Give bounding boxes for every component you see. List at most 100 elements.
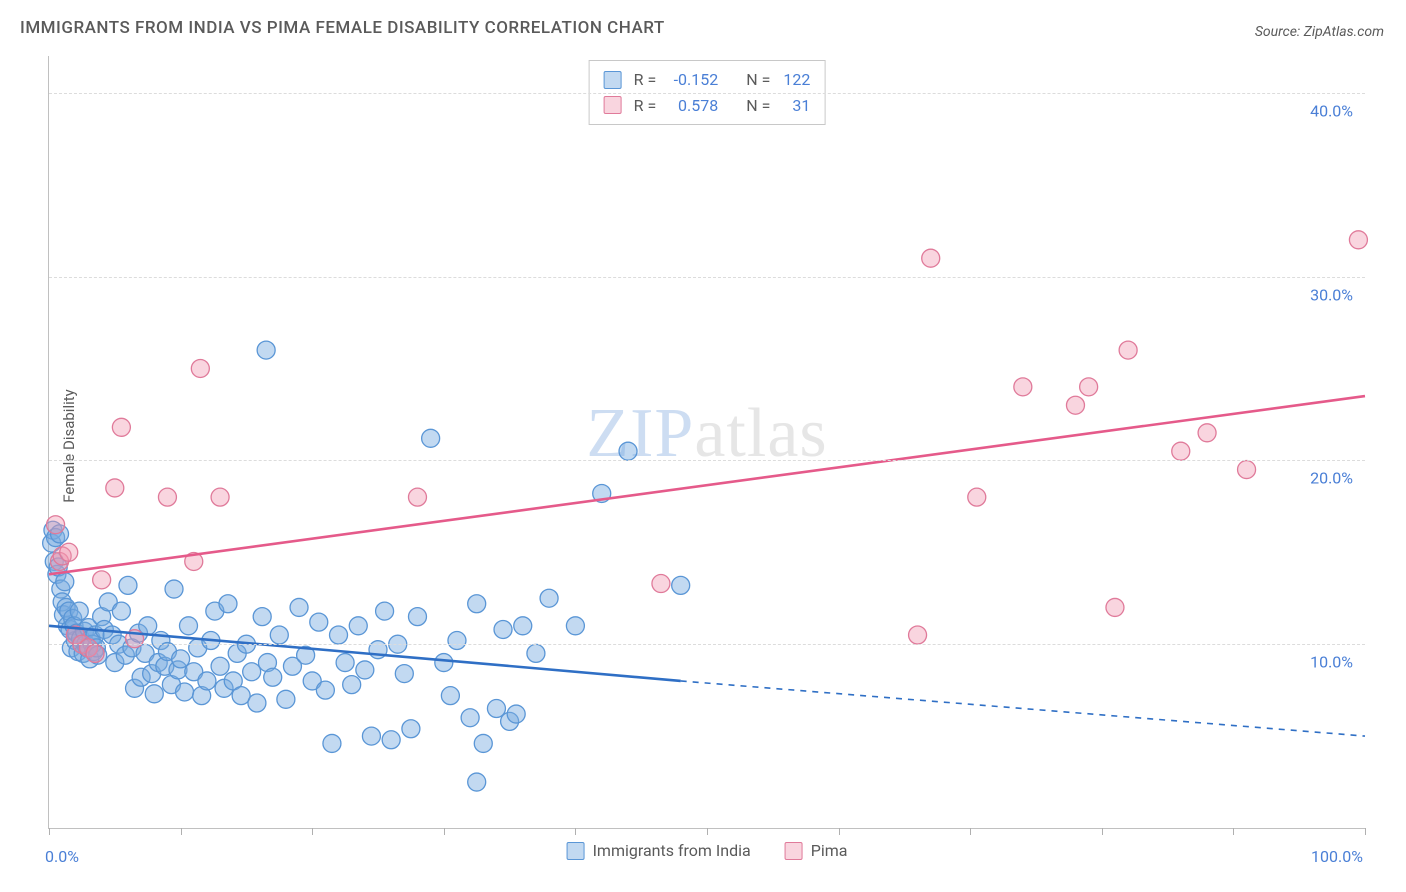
scatter-point xyxy=(56,573,74,591)
scatter-point xyxy=(356,661,374,679)
scatter-point xyxy=(922,249,940,267)
scatter-point xyxy=(1014,378,1032,396)
scatter-point xyxy=(441,687,459,705)
scatter-point xyxy=(468,773,486,791)
x-tick xyxy=(312,828,313,835)
scatter-point xyxy=(343,676,361,694)
swatch-series-a xyxy=(567,842,585,860)
legend-bottom: Immigrants from India Pima xyxy=(567,841,848,860)
scatter-point xyxy=(540,589,558,607)
scatter-point xyxy=(191,359,209,377)
scatter-point xyxy=(145,685,163,703)
stats-row-series-b: R = 0.578 N = 31 xyxy=(604,93,811,119)
scatter-point xyxy=(507,705,525,723)
legend-item-series-b: Pima xyxy=(785,841,848,860)
scatter-point xyxy=(179,617,197,635)
x-tick-label: 0.0% xyxy=(45,847,79,866)
x-tick xyxy=(444,828,445,835)
source-attribution: Source: ZipAtlas.com xyxy=(1255,24,1384,40)
x-tick xyxy=(1102,828,1103,835)
scatter-point xyxy=(619,442,637,460)
x-tick xyxy=(839,828,840,835)
legend-label-series-a: Immigrants from India xyxy=(593,841,751,860)
legend-item-series-a: Immigrants from India xyxy=(567,841,751,860)
scatter-point xyxy=(362,727,380,745)
gridline xyxy=(49,460,1365,461)
scatter-point xyxy=(527,644,545,662)
gridline xyxy=(49,277,1365,278)
x-tick xyxy=(181,828,182,835)
scatter-point xyxy=(70,602,88,620)
plot-area: ZIPatlas R = -0.152 N = 122 R = 0.578 N … xyxy=(48,56,1365,829)
scatter-point xyxy=(93,571,111,589)
scatter-point xyxy=(60,543,78,561)
x-tick xyxy=(1233,828,1234,835)
scatter-point xyxy=(435,654,453,672)
scatter-point xyxy=(253,608,271,626)
scatter-point xyxy=(494,620,512,638)
stats-n-label: N = xyxy=(746,67,770,93)
stats-r-label: R = xyxy=(634,67,657,93)
scatter-point xyxy=(165,580,183,598)
scatter-point xyxy=(1349,231,1367,249)
scatter-point xyxy=(382,731,400,749)
scatter-point xyxy=(402,720,420,738)
scatter-point xyxy=(408,608,426,626)
trend-line xyxy=(49,396,1365,574)
scatter-point xyxy=(248,694,266,712)
scatter-point xyxy=(909,626,927,644)
scatter-point xyxy=(422,429,440,447)
scatter-point xyxy=(395,665,413,683)
scatter-point xyxy=(310,613,328,631)
scatter-point xyxy=(1172,442,1190,460)
y-tick-label: 20.0% xyxy=(1310,469,1353,488)
stats-n-label: N = xyxy=(746,93,770,119)
x-tick xyxy=(575,828,576,835)
scatter-point xyxy=(316,681,334,699)
gridline xyxy=(49,644,1365,645)
x-tick xyxy=(970,828,971,835)
scatter-point xyxy=(219,595,237,613)
scatter-point xyxy=(198,672,216,690)
y-tick-label: 10.0% xyxy=(1310,653,1353,672)
scatter-point xyxy=(1066,396,1084,414)
x-tick xyxy=(49,828,50,835)
scatter-point xyxy=(211,657,229,675)
scatter-point xyxy=(448,632,466,650)
scatter-point xyxy=(119,576,137,594)
scatter-point xyxy=(277,690,295,708)
scatter-point xyxy=(566,617,584,635)
gridline xyxy=(49,93,1365,94)
scatter-point xyxy=(349,617,367,635)
y-tick-label: 40.0% xyxy=(1310,101,1353,120)
scatter-point xyxy=(514,617,532,635)
chart-svg xyxy=(49,56,1365,828)
scatter-point xyxy=(336,654,354,672)
scatter-point xyxy=(86,644,104,662)
scatter-point xyxy=(1238,461,1256,479)
stats-n-value-a: 122 xyxy=(776,67,810,93)
x-tick xyxy=(707,828,708,835)
swatch-series-a xyxy=(604,71,622,89)
scatter-point xyxy=(376,602,394,620)
scatter-point xyxy=(330,626,348,644)
scatter-point xyxy=(106,479,124,497)
scatter-point xyxy=(652,575,670,593)
scatter-point xyxy=(474,734,492,752)
scatter-point xyxy=(47,516,65,534)
scatter-point xyxy=(468,595,486,613)
swatch-series-b xyxy=(604,96,622,114)
scatter-point xyxy=(290,598,308,616)
scatter-point xyxy=(968,488,986,506)
scatter-point xyxy=(1198,424,1216,442)
scatter-point xyxy=(1106,598,1124,616)
legend-label-series-b: Pima xyxy=(811,841,848,860)
stats-r-value-b: 0.578 xyxy=(662,93,718,119)
y-tick-label: 30.0% xyxy=(1310,285,1353,304)
x-tick xyxy=(1365,828,1366,835)
scatter-point xyxy=(672,576,690,594)
stats-row-series-a: R = -0.152 N = 122 xyxy=(604,67,811,93)
scatter-point xyxy=(264,668,282,686)
stats-n-value-b: 31 xyxy=(776,93,810,119)
scatter-point xyxy=(158,488,176,506)
